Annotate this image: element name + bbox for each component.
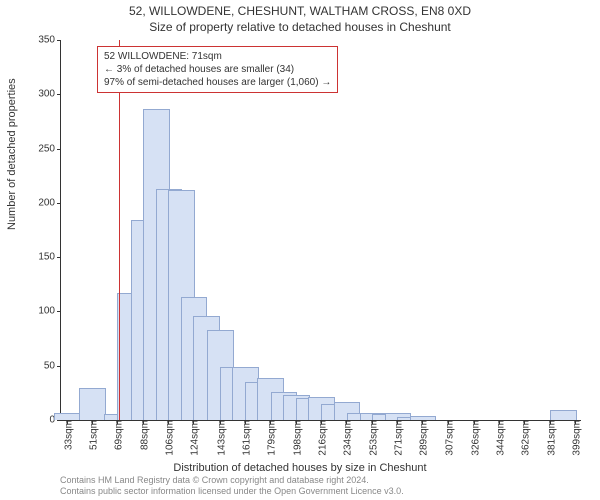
histogram-bar (410, 416, 437, 420)
x-tick-mark (67, 420, 68, 424)
info-box-line: ← 3% of detached houses are smaller (34) (104, 63, 331, 76)
x-tick-label: 143sqm (212, 420, 227, 456)
x-tick-mark (117, 420, 118, 424)
x-tick-label: 381sqm (543, 420, 558, 456)
x-tick-label: 399sqm (568, 420, 583, 456)
x-tick-mark (193, 420, 194, 424)
info-box-line: 97% of semi-detached houses are larger (… (104, 76, 331, 89)
x-tick-mark (245, 420, 246, 424)
x-tick-label: 344sqm (491, 420, 506, 456)
x-tick-mark (575, 420, 576, 424)
y-tick-mark (57, 149, 61, 150)
x-tick-mark (346, 420, 347, 424)
property-marker-line (119, 40, 120, 420)
x-tick-label: 124sqm (186, 420, 201, 456)
footer-line-1: Contains HM Land Registry data © Crown c… (60, 475, 404, 487)
x-tick-mark (168, 420, 169, 424)
y-axis-label: Number of detached properties (6, 78, 18, 230)
x-tick-mark (143, 420, 144, 424)
x-tick-mark (397, 420, 398, 424)
y-tick-mark (57, 311, 61, 312)
x-tick-label: 253sqm (365, 420, 380, 456)
page-title: 52, WILLOWDENE, CHESHUNT, WALTHAM CROSS,… (0, 4, 600, 18)
x-tick-mark (270, 420, 271, 424)
x-tick-label: 307sqm (440, 420, 455, 456)
x-tick-label: 69sqm (109, 420, 124, 450)
x-tick-mark (321, 420, 322, 424)
x-tick-label: 161sqm (237, 420, 252, 456)
x-tick-mark (499, 420, 500, 424)
x-tick-label: 198sqm (288, 420, 303, 456)
page-subtitle: Size of property relative to detached ho… (0, 20, 600, 34)
x-tick-label: 106sqm (161, 420, 176, 456)
x-tick-label: 326sqm (466, 420, 481, 456)
y-tick-mark (57, 94, 61, 95)
chart-container: 52, WILLOWDENE, CHESHUNT, WALTHAM CROSS,… (0, 0, 600, 500)
property-info-box: 52 WILLOWDENE: 71sqm← 3% of detached hou… (97, 46, 338, 93)
y-tick-mark (57, 257, 61, 258)
x-tick-label: 33sqm (59, 420, 74, 450)
y-tick-mark (57, 366, 61, 367)
x-tick-mark (372, 420, 373, 424)
chart-plot-area: 05010015020025030035033sqm51sqm69sqm88sq… (60, 40, 581, 421)
x-tick-label: 271sqm (390, 420, 405, 456)
x-tick-mark (296, 420, 297, 424)
footer-attribution: Contains HM Land Registry data © Crown c… (60, 475, 404, 498)
x-tick-label: 179sqm (262, 420, 277, 456)
x-tick-label: 51sqm (84, 420, 99, 450)
x-tick-label: 289sqm (415, 420, 430, 456)
x-tick-mark (550, 420, 551, 424)
x-tick-mark (448, 420, 449, 424)
x-tick-mark (422, 420, 423, 424)
histogram-bar (54, 413, 81, 421)
histogram-bar (79, 388, 106, 420)
histogram-bar (550, 410, 577, 420)
info-box-line: 52 WILLOWDENE: 71sqm (104, 50, 331, 63)
x-tick-label: 234sqm (339, 420, 354, 456)
x-tick-mark (92, 420, 93, 424)
x-axis-label: Distribution of detached houses by size … (0, 462, 600, 474)
x-tick-mark (220, 420, 221, 424)
x-tick-mark (524, 420, 525, 424)
footer-line-2: Contains public sector information licen… (60, 486, 404, 498)
y-tick-mark (57, 40, 61, 41)
x-tick-mark (474, 420, 475, 424)
x-tick-label: 216sqm (314, 420, 329, 456)
y-tick-mark (57, 203, 61, 204)
x-tick-label: 362sqm (516, 420, 531, 456)
x-tick-label: 88sqm (136, 420, 151, 450)
